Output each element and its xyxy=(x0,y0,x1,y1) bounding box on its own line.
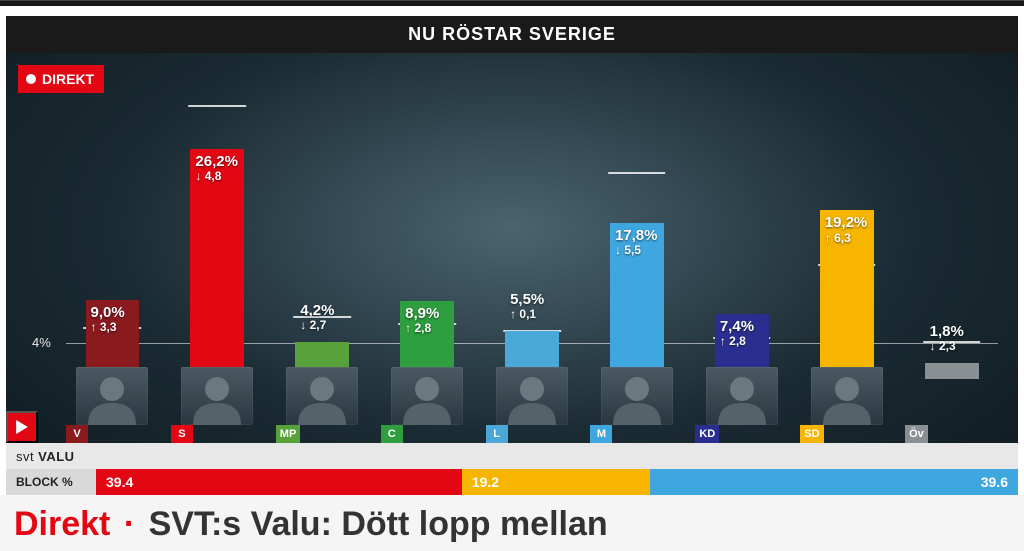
block-seg-1: 19.2 xyxy=(462,469,651,495)
party-tag-V: V xyxy=(66,425,88,443)
bar-label-L: 5,5%↑ 0,1 xyxy=(510,291,544,322)
valu-row: svt VALU xyxy=(6,443,1018,469)
bottom-strip: svt VALU BLOCK % 39.419.239.6 xyxy=(6,443,1018,495)
portrait-row xyxy=(66,379,998,425)
block-label: BLOCK % xyxy=(6,469,96,495)
portrait-L xyxy=(496,367,568,425)
bars-wrap: 4% 9,0%↑ 3,326,2%↓ 4,84,2%↓ 2,78,9%↑ 2,8… xyxy=(66,83,998,443)
portrait-cell-M xyxy=(590,379,683,425)
svt-text: svt xyxy=(16,449,34,464)
bar-label-SD: 19,2%↑ 6,3 xyxy=(825,214,868,245)
bar-label-V: 9,0%↑ 3,3 xyxy=(91,304,125,335)
bar-slot-M: 17,8%↓ 5,5 xyxy=(590,89,683,379)
bar-label-Öv: 1,8%↓ 2,3 xyxy=(930,323,964,354)
portrait-cell-Öv xyxy=(905,379,998,425)
tag-cell-Öv: Öv xyxy=(905,425,998,443)
block-seg-0: 39.4 xyxy=(96,469,462,495)
party-tag-C: C xyxy=(381,425,403,443)
bar-M: 17,8%↓ 5,5 xyxy=(610,223,664,379)
bars-row: 9,0%↑ 3,3 26,2%↓ 4,8 4,2%↓ 2,7 8,9%↑ 2,8 5,5… xyxy=(66,89,998,379)
block-bar: 39.419.239.6 xyxy=(96,469,1018,495)
portrait-M xyxy=(601,367,673,425)
bar-slot-V: 9,0%↑ 3,3 xyxy=(66,89,159,379)
bar-SD: 19,2%↑ 6,3 xyxy=(820,210,874,379)
tag-cell-SD: SD xyxy=(800,425,893,443)
bar-slot-S: 26,2%↓ 4,8 xyxy=(171,89,264,379)
bar-label-C: 8,9%↑ 2,8 xyxy=(405,305,439,336)
bar-slot-L: 5,5%↑ 0,1 xyxy=(486,89,579,379)
bar-slot-KD: 7,4%↑ 2,8 xyxy=(695,89,788,379)
portrait-V xyxy=(76,367,148,425)
bar-slot-C: 8,9%↑ 2,8 xyxy=(381,89,474,379)
portrait-KD xyxy=(706,367,778,425)
chart-title: NU RÖSTAR SVERIGE xyxy=(6,16,1018,53)
bar-slot-SD: 19,2%↑ 6,3 xyxy=(800,89,893,379)
headline-direkt: Direkt xyxy=(14,505,110,543)
portrait-cell-C xyxy=(381,379,474,425)
portrait-cell-S xyxy=(171,379,264,425)
party-tag-KD: KD xyxy=(695,425,719,443)
tag-row: V S MP C L M KD SD Öv xyxy=(66,425,998,443)
valu-text: VALU xyxy=(38,449,74,464)
party-tag-S: S xyxy=(171,425,193,443)
party-tag-L: L xyxy=(486,425,508,443)
tag-cell-MP: MP xyxy=(276,425,369,443)
play-button[interactable] xyxy=(6,411,38,443)
threshold-label: 4% xyxy=(32,335,51,350)
party-tag-MP: MP xyxy=(276,425,301,443)
live-dot-icon xyxy=(26,74,36,84)
portrait-cell-L xyxy=(486,379,579,425)
page-frame: NU RÖSTAR SVERIGE DIREKT 4% 9,0%↑ 3,326,… xyxy=(0,6,1024,495)
tag-cell-L: L xyxy=(486,425,579,443)
block-seg-2: 39.6 xyxy=(650,469,1018,495)
play-icon xyxy=(15,420,29,434)
prev-mark-M xyxy=(608,172,666,174)
chart-area: DIREKT 4% 9,0%↑ 3,326,2%↓ 4,84,2%↓ 2,78,… xyxy=(6,53,1018,495)
bar-slot-Öv: 1,8%↓ 2,3 xyxy=(905,89,998,379)
party-tag-SD: SD xyxy=(800,425,823,443)
party-tag-Öv: Öv xyxy=(905,425,928,443)
headline-separator: · xyxy=(120,505,139,543)
valu-brand: svt VALU xyxy=(6,449,96,464)
bar-label-M: 17,8%↓ 5,5 xyxy=(615,227,658,258)
bar-label-KD: 7,4%↑ 2,8 xyxy=(720,318,754,349)
party-tag-M: M xyxy=(590,425,612,443)
tag-cell-V: V xyxy=(66,425,159,443)
portrait-MP xyxy=(286,367,358,425)
portrait-cell-MP xyxy=(276,379,369,425)
prev-mark-S xyxy=(189,105,247,107)
portrait-cell-KD xyxy=(695,379,788,425)
portrait-cell-V xyxy=(66,379,159,425)
bar-S: 26,2%↓ 4,8 xyxy=(190,149,244,379)
portrait-cell-SD xyxy=(800,379,893,425)
portrait-S xyxy=(181,367,253,425)
block-row: BLOCK % 39.419.239.6 xyxy=(6,469,1018,495)
tag-cell-S: S xyxy=(171,425,264,443)
tag-cell-C: C xyxy=(381,425,474,443)
bar-Öv: 1,8%↓ 2,3 xyxy=(925,363,979,379)
portrait-C xyxy=(391,367,463,425)
tag-cell-M: M xyxy=(590,425,683,443)
headline[interactable]: Direkt · SVT:s Valu: Dött lopp mellan xyxy=(0,495,1024,550)
bar-label-S: 26,2%↓ 4,8 xyxy=(195,153,238,184)
bar-label-MP: 4,2%↓ 2,7 xyxy=(300,302,334,333)
tag-cell-KD: KD xyxy=(695,425,788,443)
headline-text: SVT:s Valu: Dött lopp mellan xyxy=(149,505,608,543)
bar-slot-MP: 4,2%↓ 2,7 xyxy=(276,89,369,379)
portrait-SD xyxy=(811,367,883,425)
